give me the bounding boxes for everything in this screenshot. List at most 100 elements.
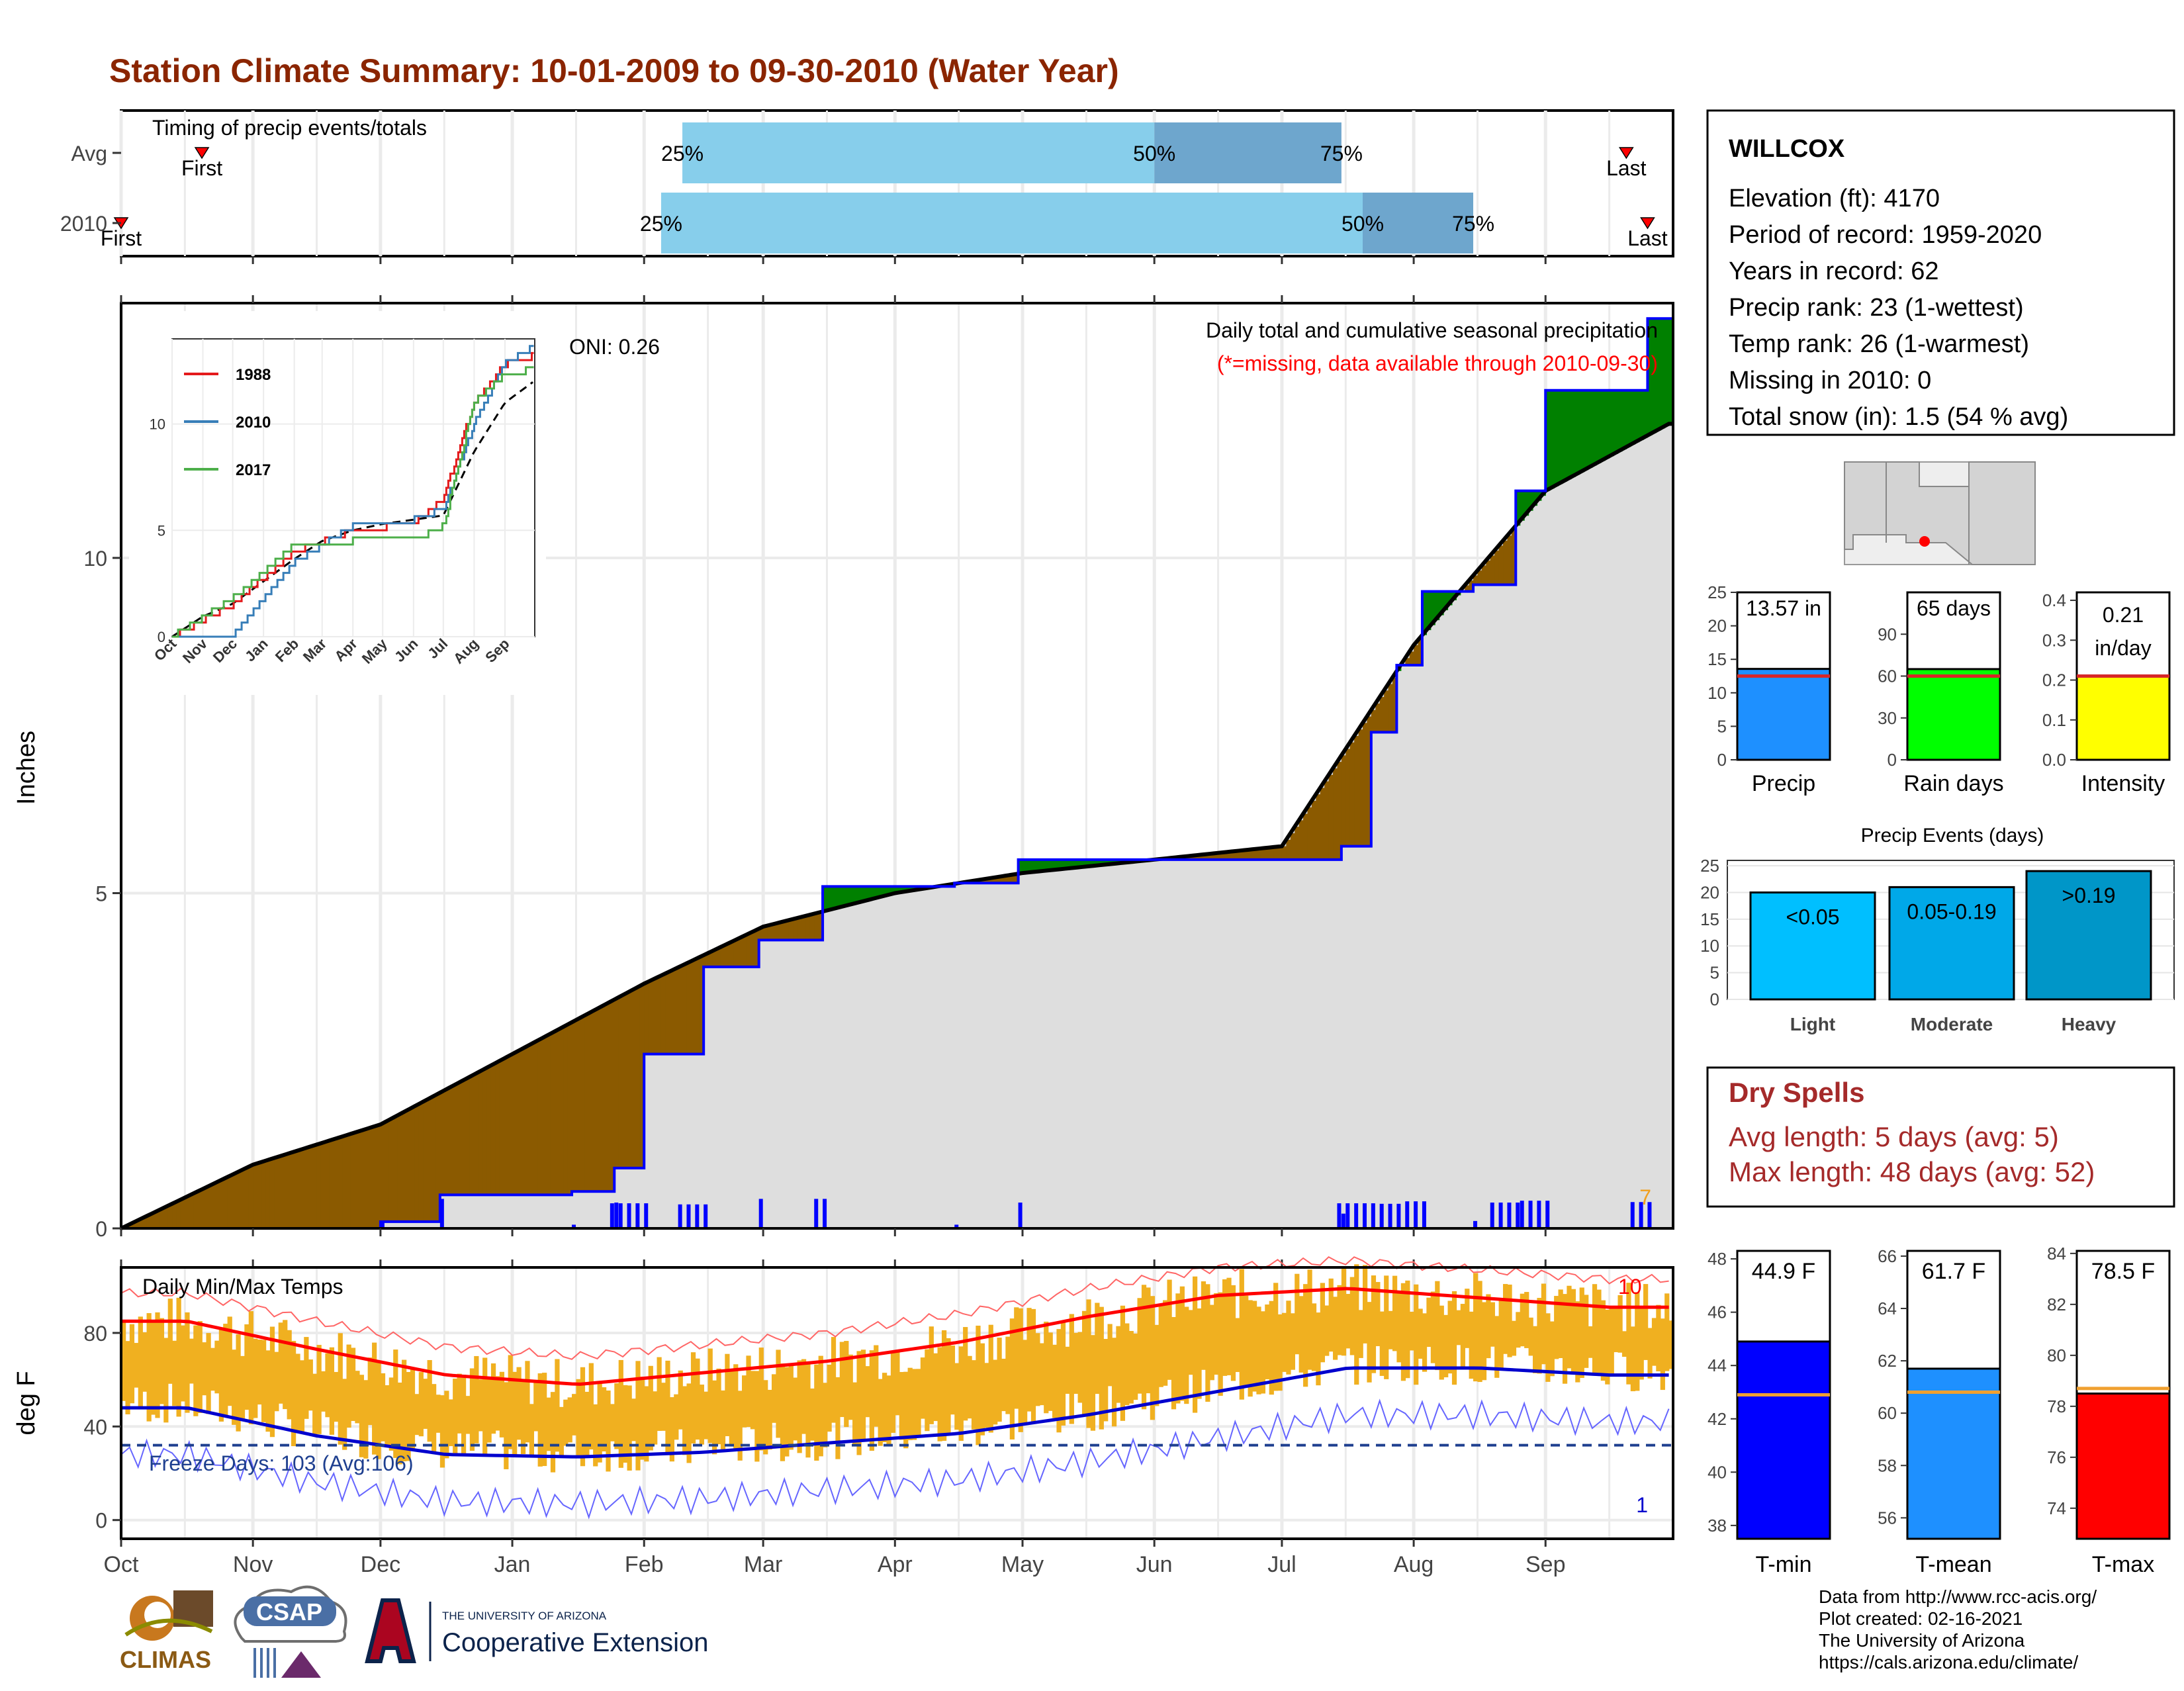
oni-label: ONI: 0.26 <box>569 335 660 359</box>
anomaly-area <box>283 1155 288 1228</box>
summary-tick-label: 10 <box>1707 683 1727 703</box>
anomaly-area <box>1260 848 1265 860</box>
daily-temp-range <box>546 1397 551 1451</box>
daily-temp-range <box>478 1379 483 1432</box>
anomaly-area <box>150 1214 156 1228</box>
daily-temp-range <box>167 1299 173 1384</box>
anomaly-area <box>546 1036 551 1195</box>
anomaly-area <box>1426 591 1432 631</box>
summary-tick-label: 0 <box>1717 750 1727 770</box>
anomaly-area <box>299 1150 304 1228</box>
daily-temp-range <box>427 1359 432 1442</box>
daily-temp-range <box>1035 1333 1040 1406</box>
daily-temp-range <box>520 1380 526 1454</box>
anomaly-area <box>1570 390 1576 477</box>
daily-temp-range <box>1409 1311 1414 1351</box>
anomaly-area <box>1430 591 1435 625</box>
temp-bar <box>2075 1393 2171 1540</box>
anomaly-area <box>890 886 895 895</box>
anomaly-area <box>508 1056 513 1195</box>
anomaly-area <box>1439 591 1444 616</box>
daily-temp-range <box>993 1359 998 1425</box>
precip-events-chart: Precip Events (days) 0 5 10 15 20 25 <0.05 Ligh… <box>1700 825 2175 1034</box>
anomaly-area <box>1447 591 1453 606</box>
anomaly-area <box>402 1113 407 1222</box>
anomaly-area <box>746 935 751 967</box>
daily-temp-range <box>150 1321 156 1415</box>
summary-tick-label: 5 <box>1717 716 1727 736</box>
daily-temp-range <box>720 1390 726 1451</box>
last-event-label: Last <box>1606 156 1647 180</box>
daily-temp-range <box>818 1355 823 1457</box>
daily-temp-range <box>1422 1313 1428 1372</box>
first-event-marker <box>194 147 210 160</box>
anomaly-area <box>304 1148 309 1228</box>
daily-temp-range <box>244 1324 250 1410</box>
daily-temp-range <box>486 1378 492 1443</box>
first-event-label: First <box>181 156 222 180</box>
daily-temp-range <box>1447 1301 1453 1374</box>
daily-temp-range <box>1277 1314 1283 1391</box>
event-category-label: Heavy <box>2062 1014 2116 1034</box>
anomaly-area <box>895 886 900 893</box>
station-info-line: Period of record: 1959-2020 <box>1729 221 2042 249</box>
daily-temp-range <box>367 1357 373 1426</box>
anomaly-area <box>1014 874 1019 884</box>
anomaly-area <box>720 946 725 967</box>
daily-temp-range <box>729 1369 734 1445</box>
daily-temp-range <box>835 1377 841 1459</box>
daily-temp-range <box>1248 1300 1253 1397</box>
anomaly-area <box>1418 640 1423 666</box>
anomaly-area <box>1197 855 1202 860</box>
month-tick-label: Apr <box>878 1552 913 1577</box>
daily-temp-range <box>499 1371 505 1438</box>
daily-temp-range <box>1664 1293 1670 1371</box>
daily-temp-range <box>695 1358 700 1440</box>
daily-temp-range <box>185 1312 190 1413</box>
daily-temp-range <box>1596 1289 1602 1374</box>
anomaly-area <box>831 886 836 909</box>
month-tick-label: Nov <box>233 1552 273 1577</box>
daily-temp-range <box>240 1355 246 1419</box>
daily-temp-range <box>1328 1278 1334 1352</box>
daily-temp-range <box>1516 1312 1521 1348</box>
daily-precip-bar <box>823 1199 827 1228</box>
event-bin-label: 0.05-0.19 <box>1907 899 1996 923</box>
daily-temp-range <box>469 1368 475 1451</box>
anomaly-area <box>1235 850 1240 860</box>
daily-temp-range <box>432 1384 437 1455</box>
anomaly-area <box>363 1130 369 1228</box>
footer: CLIMAS CSAP THE UNIVERSITY OF ARIZONA Co… <box>120 1585 2097 1678</box>
daily-temp-range <box>406 1371 411 1461</box>
daily-temp-range <box>907 1367 913 1441</box>
anomaly-area <box>1333 768 1338 860</box>
last-event-marker <box>1618 147 1634 160</box>
anomaly-area <box>1005 876 1011 884</box>
daily-temp-range <box>1443 1314 1449 1378</box>
anomaly-area <box>725 944 730 967</box>
average-max-line <box>121 1287 1669 1386</box>
daily-temp-range <box>121 1322 126 1401</box>
daily-temp-range <box>572 1394 577 1436</box>
daily-temp-range <box>704 1391 709 1440</box>
anomaly-area <box>223 1179 228 1228</box>
daily-precip-bar <box>1507 1202 1512 1228</box>
anomaly-area <box>878 886 883 898</box>
daily-precip-bar <box>644 1203 649 1228</box>
timing-p50-label: 50% <box>1342 212 1384 236</box>
anomaly-area <box>529 1044 534 1195</box>
anomaly-area <box>240 1171 245 1228</box>
daily-temp-range <box>197 1321 203 1413</box>
anomaly-area <box>1660 318 1665 429</box>
anomaly-area <box>1103 859 1109 865</box>
daily-temp-range <box>1188 1310 1193 1375</box>
first-event-label: First <box>101 226 142 250</box>
anomaly-area <box>610 1001 615 1192</box>
daily-temp-range <box>504 1382 509 1469</box>
daily-temp-range <box>529 1404 534 1457</box>
temp-bar-label: T-min <box>1756 1552 1812 1577</box>
daily-temp-range <box>860 1349 866 1442</box>
anomaly-area <box>674 969 679 1054</box>
daily-temp-range <box>1656 1304 1661 1371</box>
events-tick-label: 15 <box>1700 909 1719 929</box>
